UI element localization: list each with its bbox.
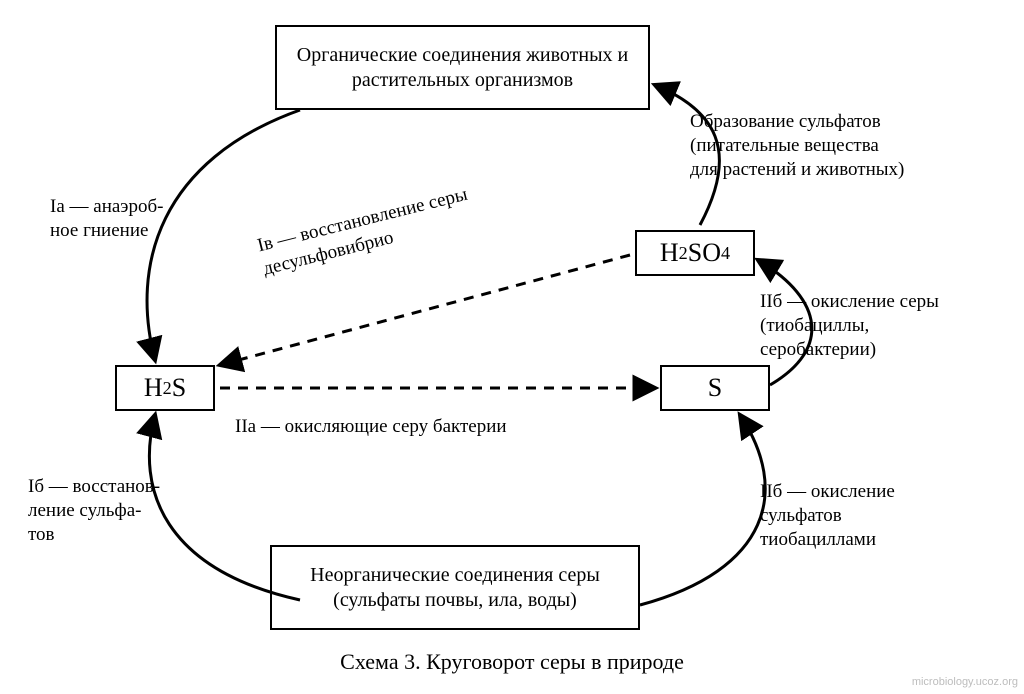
label-IIb-lower: IIб — окисление сульфатов тиобациллами (760, 480, 1000, 551)
label-IIa: IIа — окисляющие серу бактерии (235, 415, 635, 439)
figure-caption: Схема 3. Круговорот серы в природе (0, 648, 1024, 676)
node-h2so4: H2SO4 (635, 230, 755, 276)
node-organic: Органические соединения животных и расти… (275, 25, 650, 110)
watermark: microbiology.ucoz.org (912, 676, 1018, 688)
label-sulfate-form: Образование сульфатов (питательные вещес… (690, 110, 1020, 181)
label-Iv: Iв — восстановление серы десульфовибрио (255, 153, 596, 281)
node-inorganic: Неорганические соединения серы (сульфаты… (270, 545, 640, 630)
label-Ib: Iб — восстанов- ление сульфа- тов (28, 475, 228, 546)
node-s: S (660, 365, 770, 411)
node-h2s: H2S (115, 365, 215, 411)
label-Ia: Iа — анаэроб- ное гниение (50, 195, 250, 243)
label-IIb-upper: IIб — окисление серы (тиобациллы, сероба… (760, 290, 1020, 361)
edge-bottom_right-s_bottom (640, 415, 765, 605)
